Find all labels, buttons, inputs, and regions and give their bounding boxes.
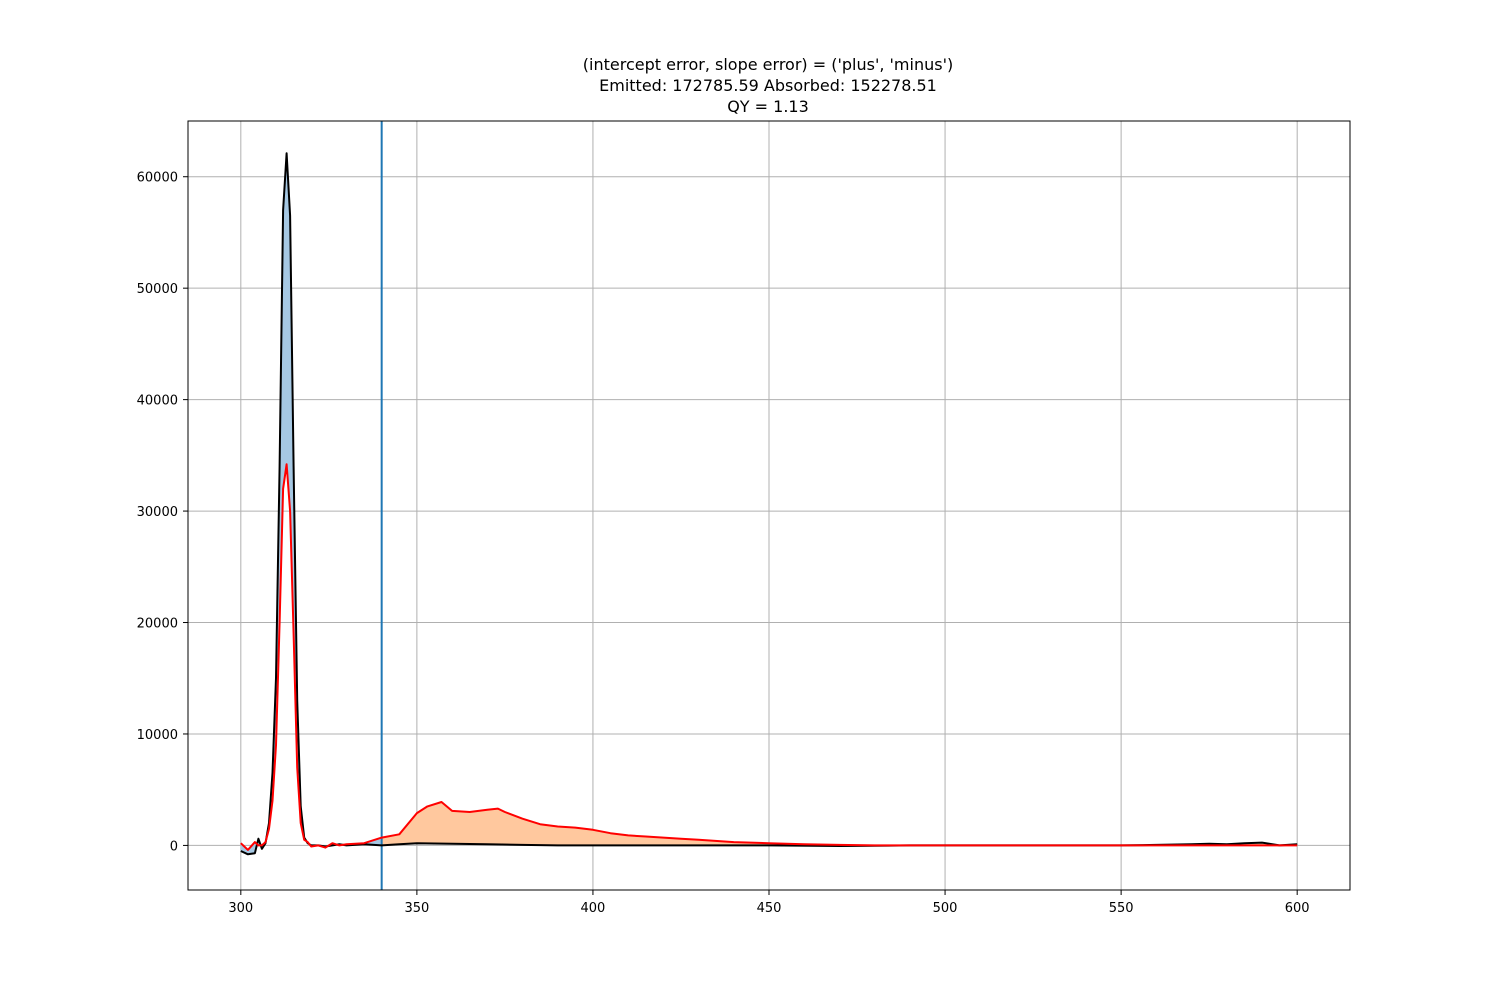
sample-series-line xyxy=(240,463,1298,851)
series-lines xyxy=(240,152,1298,856)
y-tick-label: 50000 xyxy=(137,282,178,297)
y-tick-label: 60000 xyxy=(137,171,178,186)
emitted-fill-area xyxy=(381,802,1298,846)
y-tick-label: 20000 xyxy=(137,617,178,632)
x-tick-label: 450 xyxy=(757,901,782,916)
y-tick-label: 10000 xyxy=(137,728,178,743)
x-tick-label: 300 xyxy=(228,901,253,916)
x-tick-label: 400 xyxy=(581,901,606,916)
absorbed-fill-area xyxy=(240,153,382,855)
x-tick-label: 600 xyxy=(1285,901,1310,916)
y-tick-label: 30000 xyxy=(137,505,178,520)
axis-ticks: 300 350 400 450 500 550 600 0 10000 20000 30000 400… xyxy=(137,171,1310,916)
title-line-2: Emitted: 172785.59 Absorbed: 152278.51 xyxy=(599,76,937,95)
y-tick-label: 0 xyxy=(170,839,178,854)
title-line-1: (intercept error, slope error) = ('plus'… xyxy=(583,55,953,74)
title-line-3: QY = 1.13 xyxy=(727,97,809,116)
x-tick-label: 550 xyxy=(1109,901,1134,916)
x-tick-label: 500 xyxy=(933,901,958,916)
chart-title: (intercept error, slope error) = ('plus'… xyxy=(583,55,953,116)
grid xyxy=(188,121,1350,890)
y-tick-label: 40000 xyxy=(137,394,178,409)
x-tick-label: 350 xyxy=(404,901,429,916)
